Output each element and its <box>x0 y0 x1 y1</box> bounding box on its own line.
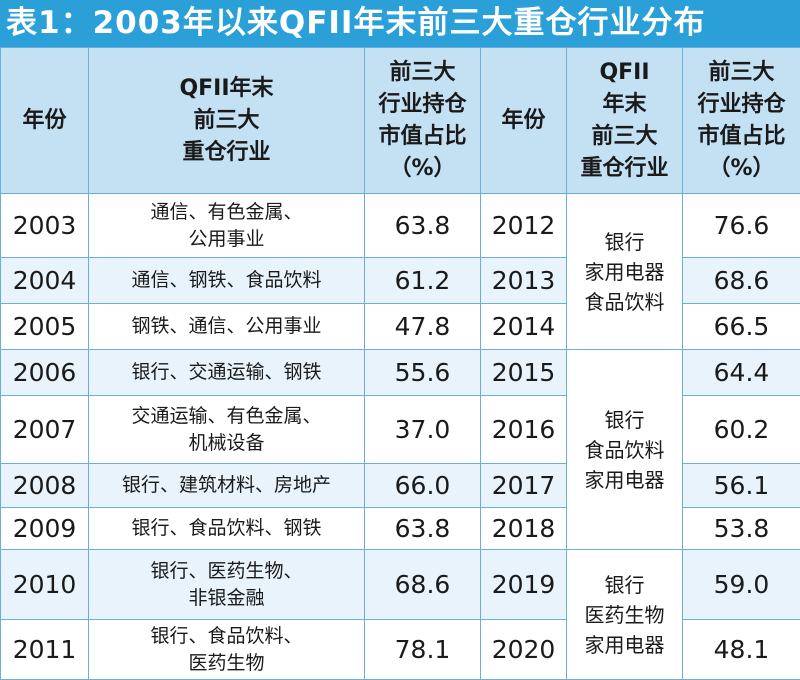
year-cell: 2008 <box>1 464 89 508</box>
ratio-cell-right: 56.1 <box>683 464 800 508</box>
year-cell-right: 2012 <box>481 194 567 258</box>
year-cell: 2003 <box>1 194 89 258</box>
industry-cell: 银行、交通运输、钢铁 <box>89 350 365 396</box>
header-row: 年份 QFII年末 前三大 重仓行业 前三大 行业持仓 市值占比 （%） 年份 … <box>1 48 800 194</box>
year-cell-right: 2016 <box>481 396 567 464</box>
industry-cell: 通信、钢铁、食品饮料 <box>89 258 365 304</box>
header-ratio-2: 前三大 行业持仓 市值占比 （%） <box>683 48 800 194</box>
ratio-cell: 66.0 <box>365 464 481 508</box>
industry-cell: 银行、建筑材料、房地产 <box>89 464 365 508</box>
year-cell-right: 2017 <box>481 464 567 508</box>
year-cell-right: 2015 <box>481 350 567 396</box>
ratio-cell-right: 66.5 <box>683 304 800 350</box>
industry-group-cell: 银行 食品饮料 家用电器 <box>567 350 683 550</box>
ratio-cell: 63.8 <box>365 194 481 258</box>
year-cell: 2006 <box>1 350 89 396</box>
ratio-cell-right: 68.6 <box>683 258 800 304</box>
header-ratio: 前三大 行业持仓 市值占比 （%） <box>365 48 481 194</box>
year-cell: 2009 <box>1 508 89 550</box>
ratio-cell-right: 48.1 <box>683 620 800 680</box>
ratio-cell: 37.0 <box>365 396 481 464</box>
year-cell: 2007 <box>1 396 89 464</box>
ratio-cell-right: 76.6 <box>683 194 800 258</box>
table-row: 2006 银行、交通运输、钢铁 55.6 2015 银行 食品饮料 家用电器 6… <box>1 350 800 396</box>
table-title: 表1：2003年以来QFII年末前三大重仓行业分布 <box>0 0 800 47</box>
industry-cell: 交通运输、有色金属、 机械设备 <box>89 396 365 464</box>
ratio-cell-right: 60.2 <box>683 396 800 464</box>
industry-group-cell: 银行 家用电器 食品饮料 <box>567 194 683 350</box>
header-year-2: 年份 <box>481 48 567 194</box>
table-row: 2003 通信、有色金属、 公用事业 63.8 2012 银行 家用电器 食品饮… <box>1 194 800 258</box>
industry-cell: 银行、医药生物、 非银金融 <box>89 550 365 620</box>
industry-cell: 钢铁、通信、公用事业 <box>89 304 365 350</box>
industry-group-cell: 银行 医药生物 家用电器 <box>567 550 683 680</box>
header-year: 年份 <box>1 48 89 194</box>
header-industry-2: QFII 年末 前三大 重仓行业 <box>567 48 683 194</box>
year-cell: 2005 <box>1 304 89 350</box>
ratio-cell: 55.6 <box>365 350 481 396</box>
year-cell-right: 2019 <box>481 550 567 620</box>
ratio-cell: 47.8 <box>365 304 481 350</box>
industry-cell: 银行、食品饮料、 医药生物 <box>89 620 365 680</box>
ratio-cell-right: 59.0 <box>683 550 800 620</box>
year-cell-right: 2014 <box>481 304 567 350</box>
year-cell: 2004 <box>1 258 89 304</box>
year-cell-right: 2018 <box>481 508 567 550</box>
ratio-cell: 78.1 <box>365 620 481 680</box>
industry-cell: 银行、食品饮料、钢铁 <box>89 508 365 550</box>
ratio-cell-right: 64.4 <box>683 350 800 396</box>
year-cell-right: 2013 <box>481 258 567 304</box>
year-cell: 2011 <box>1 620 89 680</box>
year-cell-right: 2020 <box>481 620 567 680</box>
ratio-cell: 61.2 <box>365 258 481 304</box>
ratio-cell-right: 53.8 <box>683 508 800 550</box>
header-industry: QFII年末 前三大 重仓行业 <box>89 48 365 194</box>
ratio-cell: 63.8 <box>365 508 481 550</box>
table-row: 2010 银行、医药生物、 非银金融 68.6 2019 银行 医药生物 家用电… <box>1 550 800 620</box>
year-cell: 2010 <box>1 550 89 620</box>
ratio-cell: 68.6 <box>365 550 481 620</box>
industry-cell: 通信、有色金属、 公用事业 <box>89 194 365 258</box>
qfii-industry-table: 年份 QFII年末 前三大 重仓行业 前三大 行业持仓 市值占比 （%） 年份 … <box>0 47 800 680</box>
